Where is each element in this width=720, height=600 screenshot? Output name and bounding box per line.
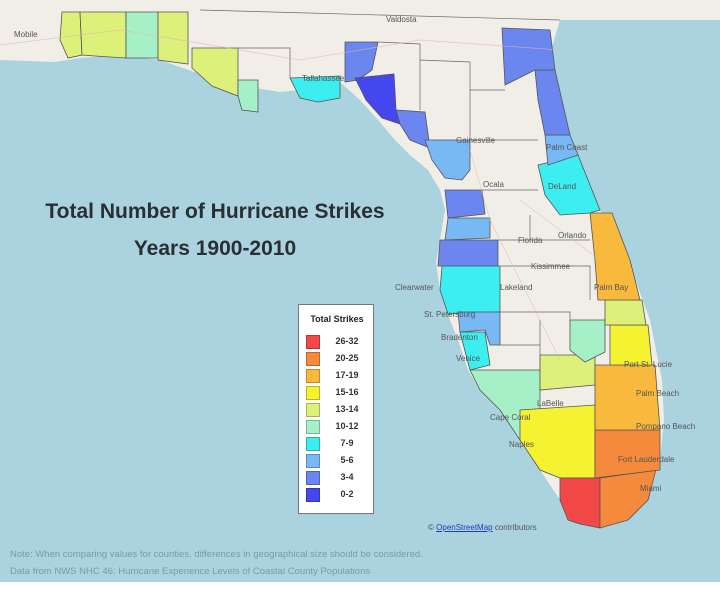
legend-label: 26-32 (335, 336, 359, 346)
county-borders (199, 9, 591, 370)
legend-swatch (306, 488, 320, 502)
city-label: Florida (518, 236, 543, 245)
city-label: Pompano Beach (636, 422, 696, 431)
county-sarasota (459, 331, 491, 371)
legend-item: 5-6 (306, 454, 372, 469)
legend-label: 0-2 (340, 489, 354, 499)
county-santa-rosa (79, 11, 127, 59)
legend-item: 13-14 (306, 403, 372, 418)
county-highlands (569, 319, 606, 363)
legend-swatch (306, 386, 320, 400)
city-label: Port St. Lucie (624, 360, 673, 369)
county-escambia (59, 11, 83, 59)
legend-item: 3-4 (306, 471, 372, 486)
city-label: Tallahassee (302, 74, 345, 83)
city-label: Palm Beach (636, 389, 680, 398)
legend-item: 20-25 (306, 352, 372, 367)
legend-label: 5-6 (340, 455, 354, 465)
legend-item: 17-19 (306, 369, 372, 384)
legend-label: 13-14 (335, 404, 359, 414)
county-bay (191, 47, 239, 97)
legend-item: 7-9 (306, 437, 372, 452)
county-gulf (237, 79, 259, 113)
legend-item: 26-32 (306, 335, 372, 350)
county-brevard (589, 212, 641, 301)
copyright-symbol: © (428, 523, 434, 532)
city-label: DeLand (548, 182, 577, 191)
county-st-lucie (604, 299, 647, 326)
legend-swatch (306, 369, 320, 383)
legend-item: 0-2 (306, 488, 372, 503)
legend-label: 20-25 (335, 353, 359, 363)
county-monroe-mainland (559, 477, 601, 529)
legend-swatch (306, 454, 320, 468)
city-label: Bradenton (441, 333, 478, 342)
map-canvas[interactable]: Mobile Valdosta Tallahassee Gainesville Palm… (0, 0, 720, 582)
legend-title: Total Strikes (310, 314, 364, 324)
county-miami-dade (599, 469, 657, 529)
legend-swatch (306, 437, 320, 451)
city-label: Naples (509, 440, 534, 449)
legend-label: 3-4 (340, 472, 354, 482)
county-martin (609, 324, 653, 366)
legend-item: 10-12 (306, 420, 372, 435)
city-label: Miami (640, 484, 662, 493)
county-pasco (437, 239, 499, 267)
legend-label: 10-12 (335, 421, 359, 431)
legend: Total Strikes 26-32 20-25 17-19 15-16 13… (298, 304, 374, 514)
attribution-suffix: contributors (494, 523, 537, 532)
map-attribution: © OpenStreetMap contributors (428, 523, 537, 532)
county-walton (157, 11, 189, 65)
map-subtitle: Years 1900-2010 (133, 237, 297, 260)
city-label: St. Petersburg (424, 310, 476, 319)
legend-swatch (306, 403, 320, 417)
city-label: Ocala (483, 180, 504, 189)
city-label: Kissimmee (531, 262, 571, 271)
city-label: Valdosta (386, 15, 417, 24)
county-citrus (444, 189, 486, 219)
county-wakulla (289, 75, 341, 103)
legend-swatch (306, 335, 320, 349)
city-label: Fort Lauderdale (618, 455, 675, 464)
city-label: LaBelle (537, 399, 564, 408)
openstreetmap-link[interactable]: OpenStreetMap (436, 523, 493, 532)
legend-swatch (306, 420, 320, 434)
florida-county-map[interactable] (0, 0, 720, 582)
map-title: Total Number of Hurricane Strikes (45, 200, 385, 223)
county-jefferson (344, 41, 379, 83)
legend-swatch (306, 471, 320, 485)
city-label: Clearwater (395, 283, 434, 292)
note-text: Note: When comparing values for counties… (10, 549, 423, 560)
legend-label: 7-9 (340, 438, 354, 448)
county-broward (594, 429, 661, 479)
city-label: Palm Coast (546, 143, 588, 152)
legend-item: 15-16 (306, 386, 372, 401)
county-okaloosa (125, 11, 159, 59)
city-label: Lakeland (500, 283, 533, 292)
county-dixie (395, 109, 431, 149)
city-label: Gainesville (456, 136, 496, 145)
data-source-text: Data from NWS NHC 46: Hurricane Experien… (10, 566, 371, 577)
city-label: Orlando (558, 231, 587, 240)
city-label: Mobile (14, 30, 38, 39)
city-label: Cape Coral (490, 413, 531, 422)
roads (0, 29, 601, 361)
county-pinellas-hillsborough (439, 265, 501, 315)
county-duval-nassau (501, 27, 556, 86)
county-hernando (444, 217, 491, 241)
legend-swatch (306, 352, 320, 366)
legend-label: 17-19 (335, 370, 359, 380)
city-label: Venice (456, 354, 481, 363)
city-label: Palm Bay (594, 283, 629, 292)
legend-label: 15-16 (335, 387, 359, 397)
